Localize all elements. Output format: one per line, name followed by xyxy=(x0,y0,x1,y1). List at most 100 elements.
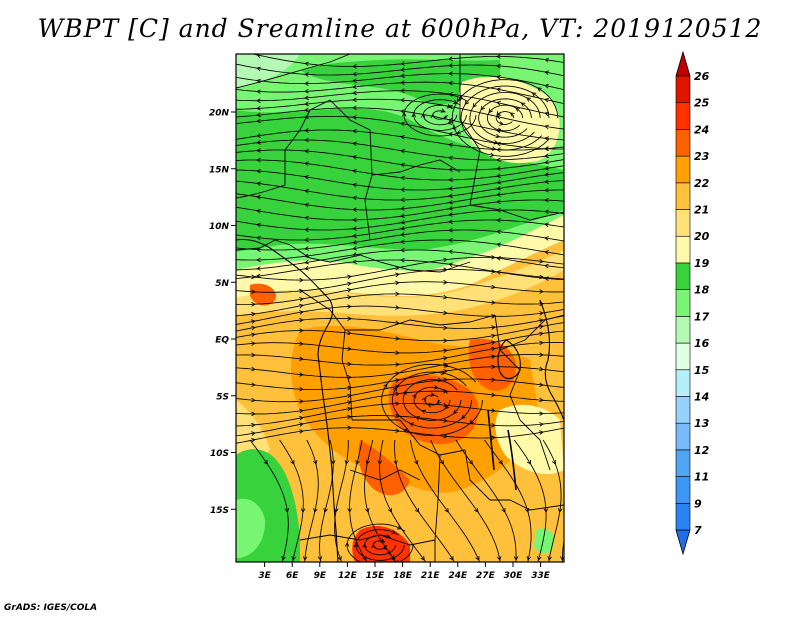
streamline xyxy=(455,439,517,562)
streamline-arrow xyxy=(539,318,544,323)
streamline-arrow xyxy=(543,508,549,513)
streamline xyxy=(460,85,550,151)
streamline-arrow xyxy=(496,128,501,134)
streamline-arrow xyxy=(400,219,405,225)
streamline-arrow xyxy=(395,291,400,297)
streamline-arrow xyxy=(496,74,501,80)
streamline-arrow xyxy=(395,391,400,397)
streamline-arrow xyxy=(251,341,256,346)
streamline-arrow xyxy=(400,175,405,181)
streamline-arrow xyxy=(251,302,256,307)
streamline-arrow xyxy=(491,346,496,352)
streamline xyxy=(249,439,289,562)
streamline-arrow xyxy=(436,399,442,405)
streamline-arrow xyxy=(256,168,261,174)
field-green-se xyxy=(534,528,555,554)
lon-label: 12E xyxy=(338,571,358,581)
streamline-arrow xyxy=(443,369,448,374)
lat-label: EQ xyxy=(215,336,229,346)
streamline-arrow xyxy=(304,215,309,221)
streamline-arrow xyxy=(544,124,549,130)
streamline-arrow xyxy=(430,113,436,119)
colorbar-swatch xyxy=(675,422,691,451)
streamline-arrow xyxy=(544,222,549,227)
streamline-arrow xyxy=(447,120,452,125)
lon-label: 15E xyxy=(366,571,386,581)
streamline-arrow xyxy=(544,111,549,117)
streamline-arrow xyxy=(430,392,436,397)
streamline-arrow xyxy=(573,460,577,464)
streamline-arrow xyxy=(256,106,261,111)
lat-label: 15N xyxy=(209,165,230,175)
streamline-arrow xyxy=(352,105,357,111)
streamline-arrow xyxy=(352,71,357,77)
streamline-arrow xyxy=(251,352,256,358)
streamline-arrow xyxy=(251,289,256,294)
streamline-arrow xyxy=(443,257,448,263)
colorbar-label: 25 xyxy=(694,97,710,110)
streamlines xyxy=(236,54,577,562)
field-yellow-band xyxy=(236,215,564,298)
streamline-arrow xyxy=(440,108,446,113)
streamline-arrow xyxy=(251,311,256,317)
streamline-arrow xyxy=(395,378,400,383)
streamline-arrow xyxy=(539,430,544,435)
streamline-arrow xyxy=(539,258,544,264)
colorbar-swatch xyxy=(675,102,691,130)
streamline-arrow xyxy=(491,284,496,290)
streamline-arrow xyxy=(347,274,352,280)
streamline-arrow xyxy=(443,325,448,331)
streamline-arrow xyxy=(390,555,396,560)
streamline-arrow xyxy=(347,346,352,351)
lon-label: 18E xyxy=(393,571,413,581)
streamline xyxy=(364,534,396,556)
streamline xyxy=(403,93,477,137)
latitude-axis: 20N 15N 10N 5N EQ 5S 10S 15S xyxy=(209,109,236,516)
streamline-arrow xyxy=(544,57,549,63)
lat-label: 15S xyxy=(210,506,229,516)
streamline-arrow xyxy=(387,507,392,513)
streamline-arrow xyxy=(448,186,453,191)
streamline-arrow xyxy=(256,273,261,279)
streamline-arrow xyxy=(392,386,397,392)
streamline-arrow xyxy=(256,66,261,72)
streamline-arrow xyxy=(395,265,400,271)
field-green-dark xyxy=(236,108,564,252)
streamline-arrow xyxy=(480,105,485,111)
streamline-arrow xyxy=(448,227,453,233)
streamline-arrow xyxy=(496,207,501,213)
streamline-arrow xyxy=(256,133,261,138)
lat-label: 10S xyxy=(210,449,229,459)
streamline-arrow xyxy=(304,246,309,251)
streamline-arrow xyxy=(352,115,357,120)
streamline-arrow xyxy=(352,97,357,103)
streamline-arrow xyxy=(352,78,357,83)
streamline-arrow xyxy=(400,98,405,103)
streamline-arrow xyxy=(421,396,426,402)
colorbar-swatch xyxy=(675,502,691,531)
streamline-arrow xyxy=(347,385,352,391)
streamline-arrow xyxy=(526,459,532,465)
streamline-arrow xyxy=(448,80,453,86)
streamline-arrow xyxy=(256,148,261,153)
streamline-arrow xyxy=(304,137,309,143)
streamline-arrow xyxy=(491,377,496,383)
streamline-arrow xyxy=(400,213,405,219)
streamline-arrow xyxy=(352,245,357,251)
streamline-arrow xyxy=(414,507,420,513)
streamline-arrow xyxy=(317,556,323,561)
streamline-arrow xyxy=(544,236,549,241)
streamline-arrow xyxy=(444,404,450,409)
streamline-arrow xyxy=(539,324,544,330)
colorbar-arrow-high xyxy=(675,50,691,77)
colorbar-label: 26 xyxy=(694,70,710,83)
streamline-arrow xyxy=(256,194,261,200)
streamline-arrow xyxy=(448,177,453,183)
streamline-arrow xyxy=(365,460,371,465)
streamline-arrow xyxy=(304,148,309,154)
field-red-orange-west xyxy=(250,283,276,306)
streamline-arrow xyxy=(544,97,549,103)
streamline-arrow xyxy=(544,263,549,269)
streamline-arrow xyxy=(539,289,544,294)
streamline-arrow xyxy=(400,247,405,253)
